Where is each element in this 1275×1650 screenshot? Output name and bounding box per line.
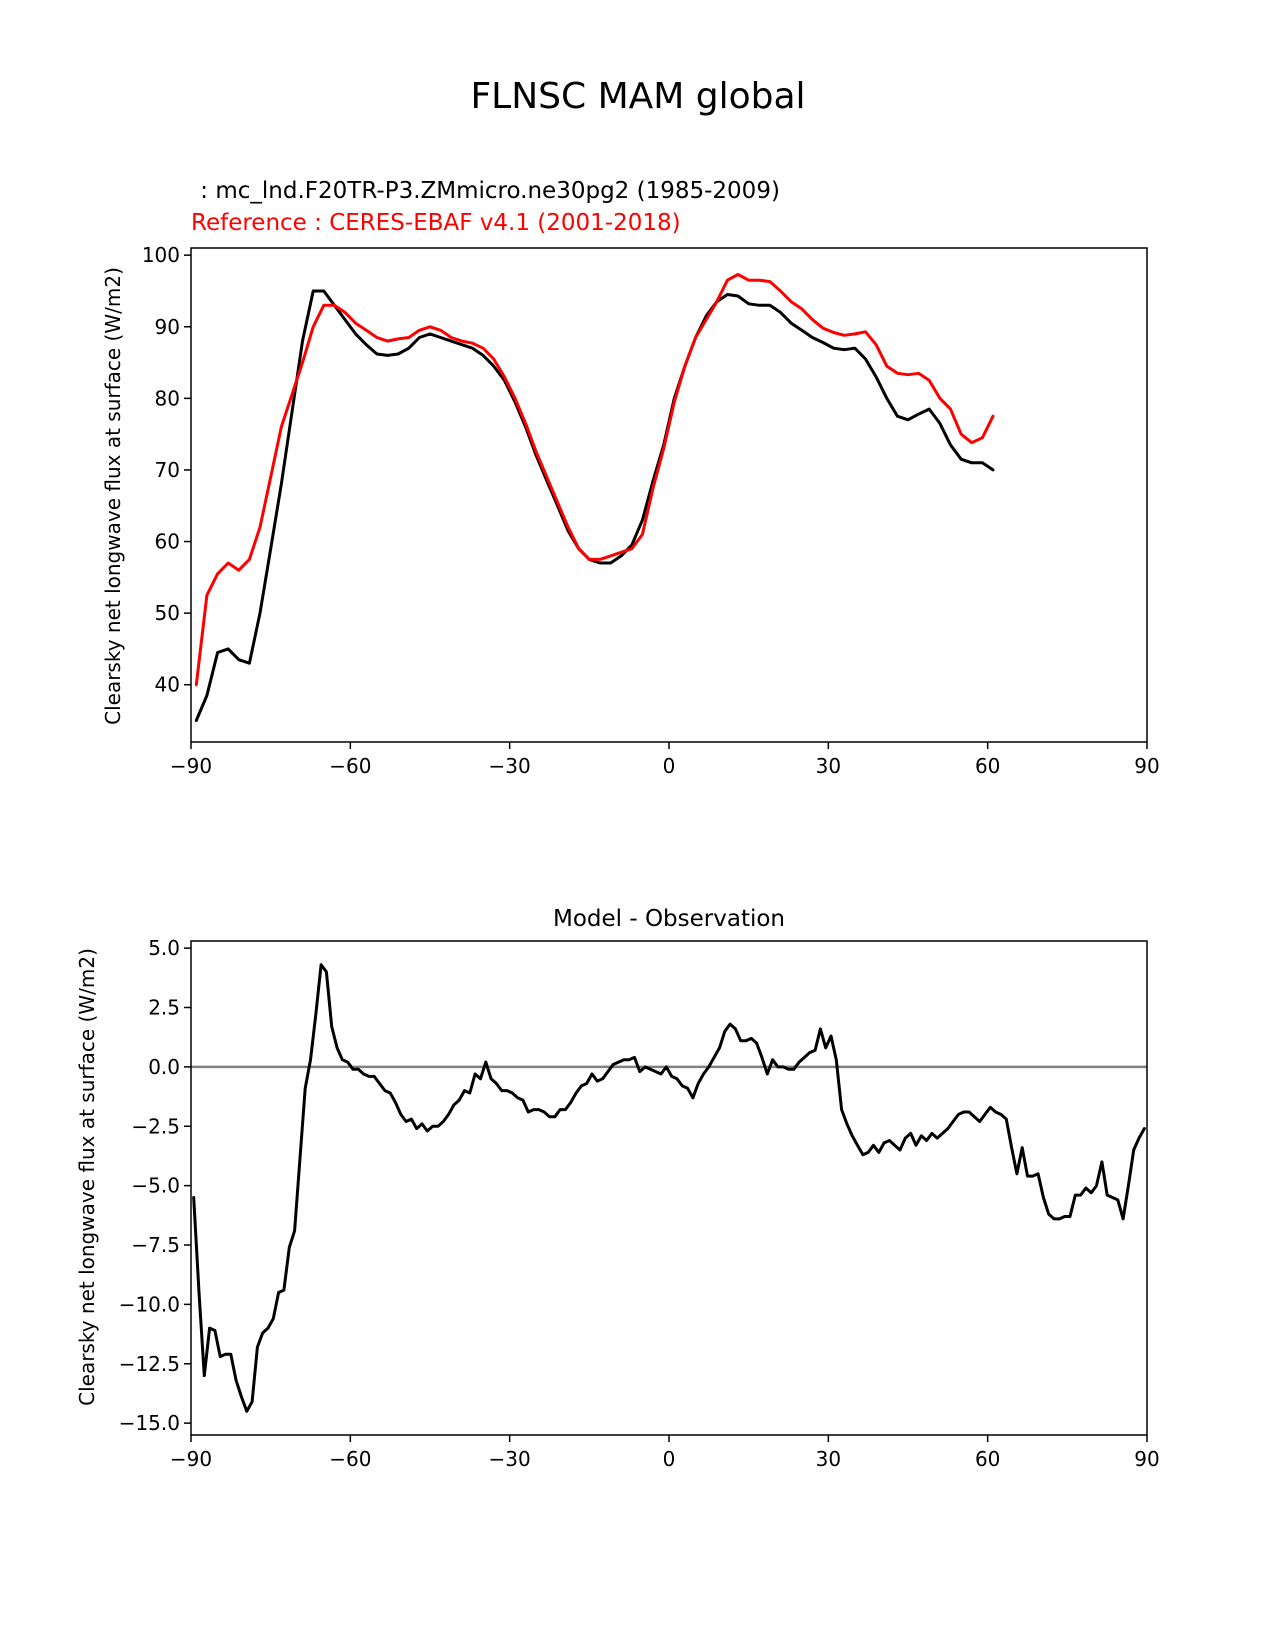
top-series-test xyxy=(194,289,995,722)
bottom-axes-frame xyxy=(190,940,1148,1436)
top-ylabel: Clearsky net longwave flux at surface (W… xyxy=(101,267,125,725)
top-xtick-label: 90 xyxy=(1134,754,1159,778)
top-subtitle-reference: Reference : CERES-EBAF v4.1 (2001-2018) xyxy=(191,210,681,236)
bot-xtick-label: 30 xyxy=(816,1447,841,1471)
top-xtick-label: −90 xyxy=(170,754,212,778)
bottom-lines xyxy=(191,963,1147,1413)
bot-ytick-label: −7.5 xyxy=(131,1233,180,1257)
bot-ytick-label: −15.0 xyxy=(119,1411,180,1435)
top-series-reference xyxy=(194,273,995,687)
bot-series-difference xyxy=(192,963,1146,1413)
bot-ytick-label: 2.5 xyxy=(148,996,180,1020)
top-lines xyxy=(194,273,995,722)
top-panel: : mc_lnd.F20TR-P3.ZMmicro.ne30pg2 (1985-… xyxy=(101,178,1160,778)
bot-ytick-label: −10.0 xyxy=(119,1292,180,1316)
top-xtick-label: 30 xyxy=(816,754,841,778)
top-axes-frame xyxy=(190,247,1148,743)
bot-ytick-label: −5.0 xyxy=(131,1174,180,1198)
top-subtitle-test: : mc_lnd.F20TR-P3.ZMmicro.ne30pg2 (1985-… xyxy=(193,178,780,204)
top-ytick-label: 60 xyxy=(155,530,180,554)
top-xtick-label: −60 xyxy=(329,754,371,778)
bottom-title: Model - Observation xyxy=(553,906,785,932)
bot-ytick-label: 0.0 xyxy=(148,1055,180,1079)
top-ytick-label: 80 xyxy=(155,386,180,410)
bot-xtick-label: −90 xyxy=(170,1447,212,1471)
bottom-panel: Model - Observation Clearsky net longwav… xyxy=(75,906,1160,1471)
top-xticks: −90 −60 −30 0 30 60 90 xyxy=(170,742,1160,778)
top-xtick-label: 0 xyxy=(663,754,676,778)
bottom-ylabel: Clearsky net longwave flux at surface (W… xyxy=(75,948,99,1406)
top-xtick-label: 60 xyxy=(975,754,1000,778)
top-ytick-label: 90 xyxy=(155,315,180,339)
bot-ytick-label: −12.5 xyxy=(119,1352,180,1376)
top-ytick-label: 100 xyxy=(142,243,180,267)
bot-xtick-label: −60 xyxy=(329,1447,371,1471)
top-yticks: 40 50 60 70 80 90 100 xyxy=(142,243,191,697)
top-xtick-label: −30 xyxy=(489,754,531,778)
top-ytick-label: 70 xyxy=(155,458,180,482)
bottom-xticks: −90 −60 −30 0 30 60 90 xyxy=(170,1435,1160,1471)
bot-xtick-label: −30 xyxy=(489,1447,531,1471)
bot-ytick-label: −2.5 xyxy=(131,1114,180,1138)
bot-xtick-label: 90 xyxy=(1134,1447,1159,1471)
top-ytick-label: 40 xyxy=(155,673,180,697)
bot-xtick-label: 60 xyxy=(975,1447,1000,1471)
top-ytick-label: 50 xyxy=(155,601,180,625)
figure-title: FLNSC MAM global xyxy=(470,76,805,117)
bottom-yticks: 5.0 2.5 0.0 −2.5 −5.0 −7.5 −10.0 −12.5 −15.0 xyxy=(119,936,191,1435)
bot-xtick-label: 0 xyxy=(663,1447,676,1471)
bot-ytick-label: 5.0 xyxy=(148,936,180,960)
